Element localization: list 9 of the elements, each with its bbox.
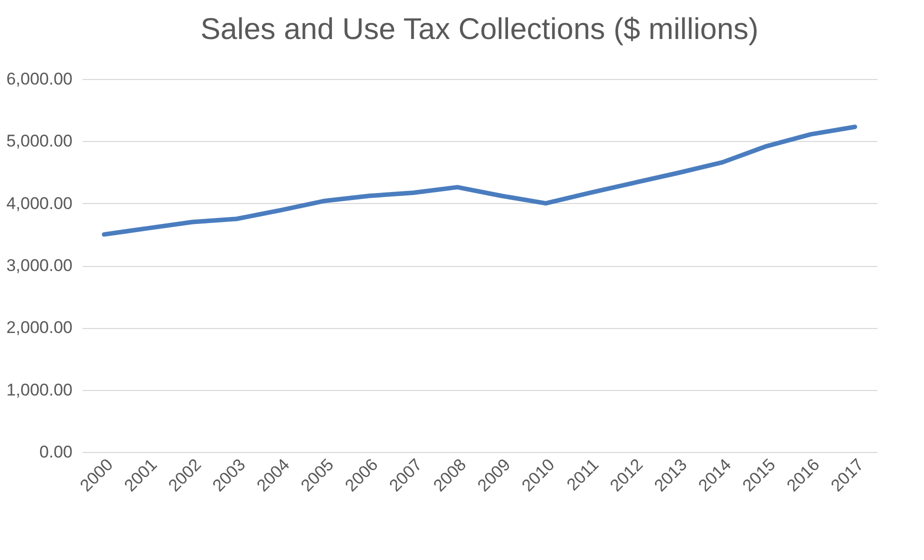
chart-title: Sales and Use Tax Collections ($ millions) [200, 13, 759, 46]
y-tick-label: 3,000.00 [6, 256, 72, 275]
y-tick-label: 2,000.00 [6, 318, 72, 338]
y-tick-label: 1,000.00 [6, 380, 72, 400]
y-tick-label: 6,000.00 [6, 70, 72, 88]
y-tick-label: 5,000.00 [6, 132, 72, 151]
line-series [102, 124, 858, 237]
y-tick-label: 4,000.00 [6, 194, 72, 213]
y-tick-label: 0.00 [39, 442, 72, 462]
